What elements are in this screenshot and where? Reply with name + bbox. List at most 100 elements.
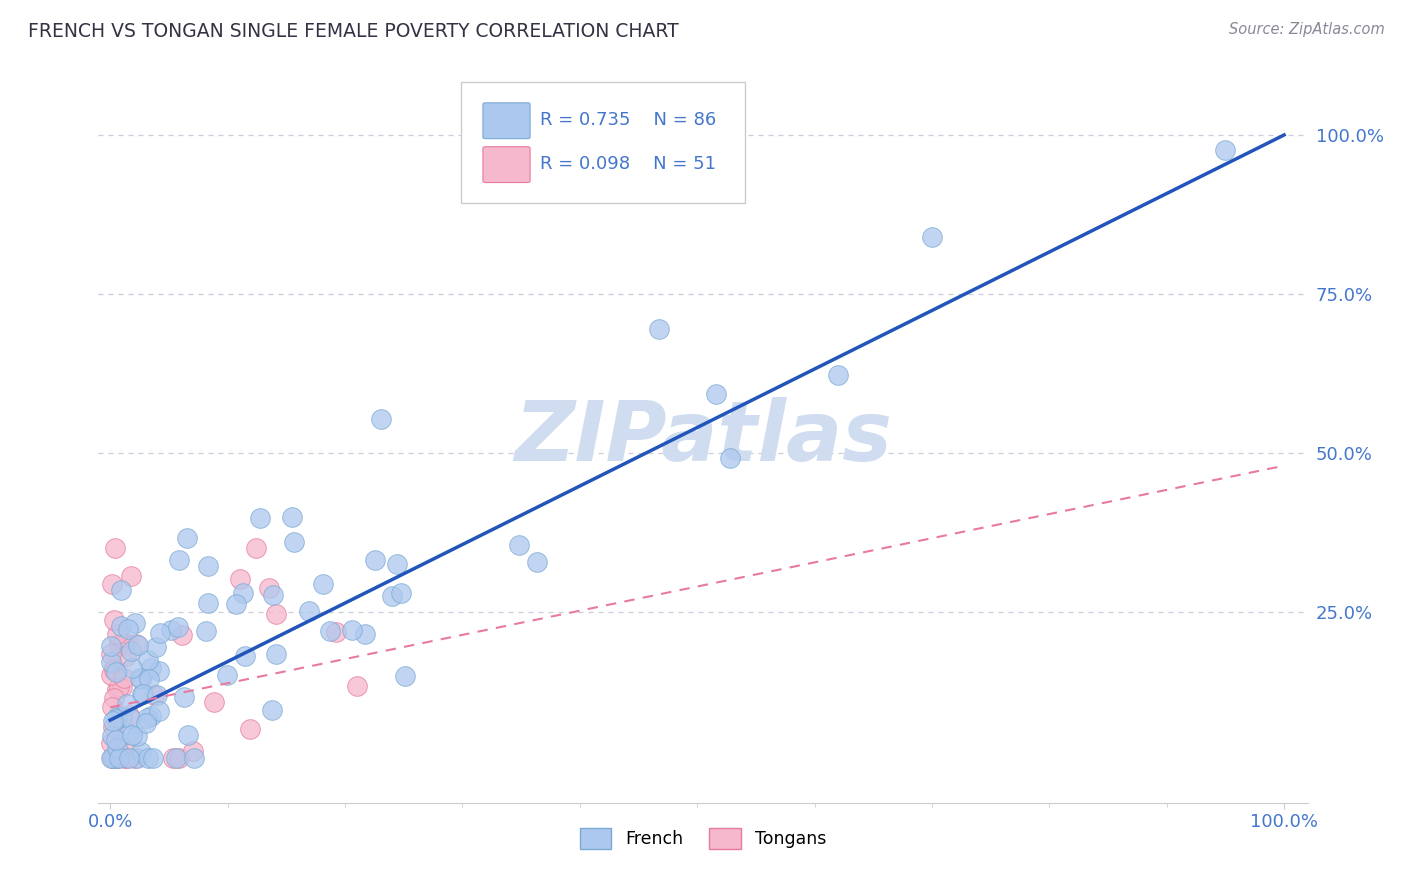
- Point: [260, 702, 283, 716]
- Point: [118, 727, 141, 741]
- Point: [508, 539, 530, 553]
- Point: [245, 541, 267, 555]
- Point: [264, 607, 287, 621]
- Point: [364, 552, 387, 566]
- Point: [170, 628, 193, 642]
- Point: [100, 656, 122, 670]
- Point: [136, 711, 159, 725]
- Point: [100, 729, 122, 743]
- Point: [370, 412, 392, 426]
- Point: [107, 742, 129, 756]
- Point: [117, 622, 139, 636]
- Point: [103, 751, 125, 765]
- Point: [353, 627, 375, 641]
- Point: [100, 639, 122, 653]
- Point: [103, 663, 125, 677]
- Text: ZIPatlas: ZIPatlas: [515, 397, 891, 477]
- Point: [105, 712, 128, 726]
- Point: [148, 664, 170, 678]
- Point: [131, 687, 153, 701]
- Point: [181, 744, 204, 758]
- Point: [340, 624, 363, 638]
- Point: [121, 728, 143, 742]
- Point: [215, 667, 238, 681]
- Point: [149, 625, 172, 640]
- Point: [148, 704, 170, 718]
- Point: [197, 558, 219, 573]
- Point: [104, 732, 127, 747]
- Point: [167, 751, 190, 765]
- FancyBboxPatch shape: [482, 103, 530, 138]
- Point: [108, 751, 131, 765]
- FancyBboxPatch shape: [482, 146, 530, 183]
- Point: [135, 716, 157, 731]
- Point: [105, 681, 128, 696]
- Point: [197, 596, 219, 610]
- Point: [827, 368, 849, 383]
- Point: [249, 511, 271, 525]
- Point: [389, 585, 412, 599]
- Point: [103, 613, 125, 627]
- Point: [105, 751, 128, 765]
- Point: [104, 541, 127, 555]
- FancyBboxPatch shape: [461, 82, 745, 203]
- Point: [718, 450, 741, 465]
- Point: [129, 672, 152, 686]
- Text: R = 0.098    N = 51: R = 0.098 N = 51: [540, 155, 716, 173]
- Point: [229, 573, 252, 587]
- Point: [127, 639, 149, 653]
- Point: [120, 644, 142, 658]
- Point: [167, 620, 190, 634]
- Point: [1215, 143, 1237, 157]
- Point: [101, 577, 124, 591]
- Point: [132, 687, 155, 701]
- Point: [101, 751, 124, 765]
- Point: [114, 648, 136, 663]
- Point: [138, 751, 160, 765]
- Point: [346, 679, 368, 693]
- Point: [225, 597, 247, 611]
- Point: [194, 624, 217, 639]
- Point: [110, 680, 132, 694]
- Point: [262, 588, 284, 602]
- Point: [125, 751, 148, 765]
- Point: [145, 640, 167, 654]
- Point: [129, 745, 152, 759]
- Point: [121, 661, 143, 675]
- Point: [105, 710, 128, 724]
- Point: [107, 637, 129, 651]
- Point: [281, 510, 304, 524]
- Point: [143, 689, 166, 703]
- Point: [385, 557, 408, 571]
- Point: [298, 604, 321, 618]
- Point: [114, 743, 136, 757]
- Point: [921, 230, 943, 244]
- Point: [118, 751, 141, 765]
- Text: FRENCH VS TONGAN SINGLE FEMALE POVERTY CORRELATION CHART: FRENCH VS TONGAN SINGLE FEMALE POVERTY C…: [28, 22, 679, 41]
- Point: [165, 751, 187, 765]
- Point: [114, 751, 136, 765]
- Point: [125, 637, 148, 651]
- Point: [162, 751, 184, 765]
- Point: [112, 637, 135, 651]
- Point: [118, 711, 141, 725]
- Point: [233, 649, 256, 664]
- Point: [108, 637, 131, 651]
- Point: [159, 623, 181, 637]
- Point: [138, 673, 160, 687]
- Point: [105, 751, 128, 765]
- Point: [124, 615, 146, 630]
- Point: [319, 624, 342, 638]
- Legend: French, Tongans: French, Tongans: [574, 822, 832, 856]
- Point: [381, 590, 404, 604]
- Point: [110, 583, 132, 598]
- Point: [312, 577, 335, 591]
- Point: [111, 637, 134, 651]
- Point: [283, 535, 305, 549]
- Point: [107, 747, 129, 762]
- Point: [103, 751, 125, 765]
- Point: [120, 569, 142, 583]
- Point: [103, 691, 125, 706]
- Point: [100, 668, 122, 682]
- Point: [647, 322, 669, 336]
